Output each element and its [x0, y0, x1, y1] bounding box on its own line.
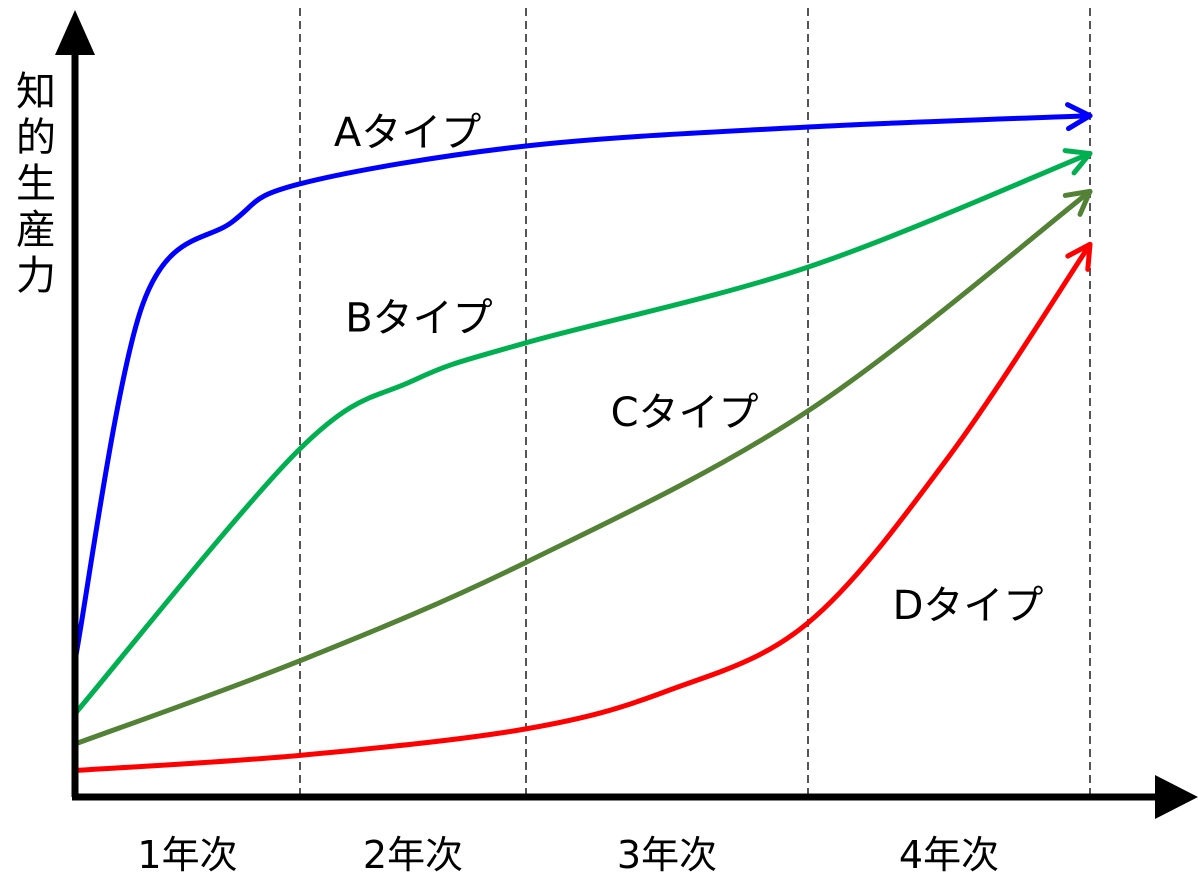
- series-line-b: [72, 151, 1093, 717]
- series-labels: Aタイプ Bタイプ Cタイプ Dタイプ: [334, 110, 1044, 629]
- x-tick-label: 4年次: [899, 833, 999, 877]
- series-arrow-icon-b: [1062, 148, 1093, 176]
- y-axis-arrow-icon: [55, 10, 95, 55]
- series-line-d: [72, 241, 1093, 774]
- y-axis-title-char: 産: [16, 207, 56, 253]
- x-tick-labels: 1年次 2年次 3年次 4年次: [137, 833, 999, 877]
- series-label-b: Bタイプ: [345, 295, 492, 341]
- y-axis-title-char: 生: [16, 161, 56, 207]
- series-arrow-icon-a: [1065, 102, 1093, 132]
- series-line-a: [72, 113, 1093, 664]
- y-axis-title-char: 知: [16, 69, 56, 115]
- y-axis-title-char: 的: [16, 115, 56, 161]
- y-axis-title-char: 力: [16, 253, 56, 299]
- x-tick-label: 2年次: [363, 833, 463, 877]
- series-arrow-icon-d: [1065, 241, 1093, 272]
- grid-lines: [299, 8, 1091, 797]
- series-label-c: Cタイプ: [611, 390, 759, 436]
- x-tick-label: 3年次: [617, 833, 717, 877]
- series-label-a: Aタイプ: [334, 110, 481, 156]
- series-label-d: Dタイプ: [893, 583, 1044, 629]
- x-tick-label: 1年次: [137, 833, 237, 877]
- x-axis-arrow-icon: [1155, 775, 1198, 819]
- series-arrow-icon-c: [1062, 188, 1093, 217]
- series-lines: [72, 102, 1093, 774]
- axes: [55, 10, 1198, 819]
- series-line-c: [72, 188, 1093, 747]
